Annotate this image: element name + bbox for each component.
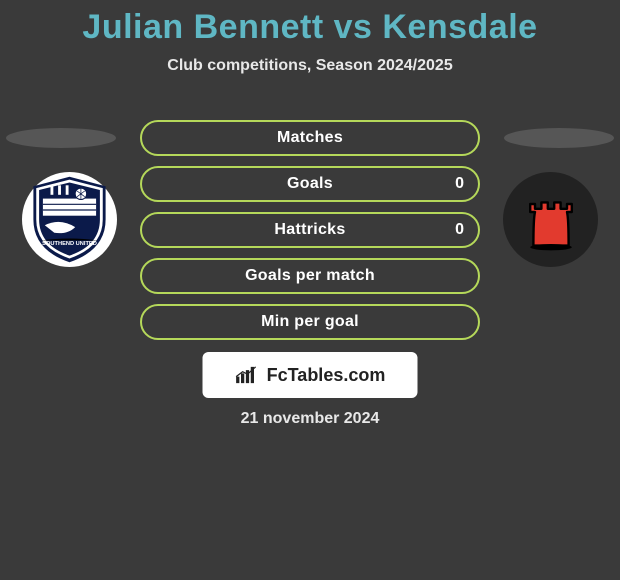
stat-right-value: 0 — [455, 221, 464, 239]
stat-label: Min per goal — [261, 313, 359, 331]
southend-crest-icon: SOUTHEND UNITED — [22, 172, 117, 267]
player-right-shadow — [504, 128, 614, 148]
page-title: Julian Bennett vs Kensdale — [0, 0, 620, 47]
stats-container: Matches Goals 0 Hattricks 0 Goals per ma… — [140, 120, 480, 350]
svg-text:SOUTHEND UNITED: SOUTHEND UNITED — [42, 241, 97, 247]
date-text: 21 november 2024 — [0, 410, 620, 428]
subtitle: Club competitions, Season 2024/2025 — [0, 57, 620, 75]
crest-left: SOUTHEND UNITED — [22, 172, 117, 267]
stat-row-hattricks: Hattricks 0 — [140, 212, 480, 248]
stat-row-mpg: Min per goal — [140, 304, 480, 340]
tower-crest-icon — [511, 180, 591, 260]
stat-right-value: 0 — [455, 175, 464, 193]
stat-row-gpm: Goals per match — [140, 258, 480, 294]
crest-right — [503, 172, 598, 267]
stat-row-goals: Goals 0 — [140, 166, 480, 202]
player-left-shadow — [6, 128, 116, 148]
stat-label: Matches — [277, 129, 343, 147]
stat-label: Hattricks — [274, 221, 345, 239]
bars-icon — [235, 365, 261, 385]
stat-row-matches: Matches — [140, 120, 480, 156]
stat-label: Goals — [287, 175, 333, 193]
branding-badge: FcTables.com — [203, 352, 418, 398]
stat-label: Goals per match — [245, 267, 375, 285]
branding-text: FcTables.com — [267, 365, 386, 386]
